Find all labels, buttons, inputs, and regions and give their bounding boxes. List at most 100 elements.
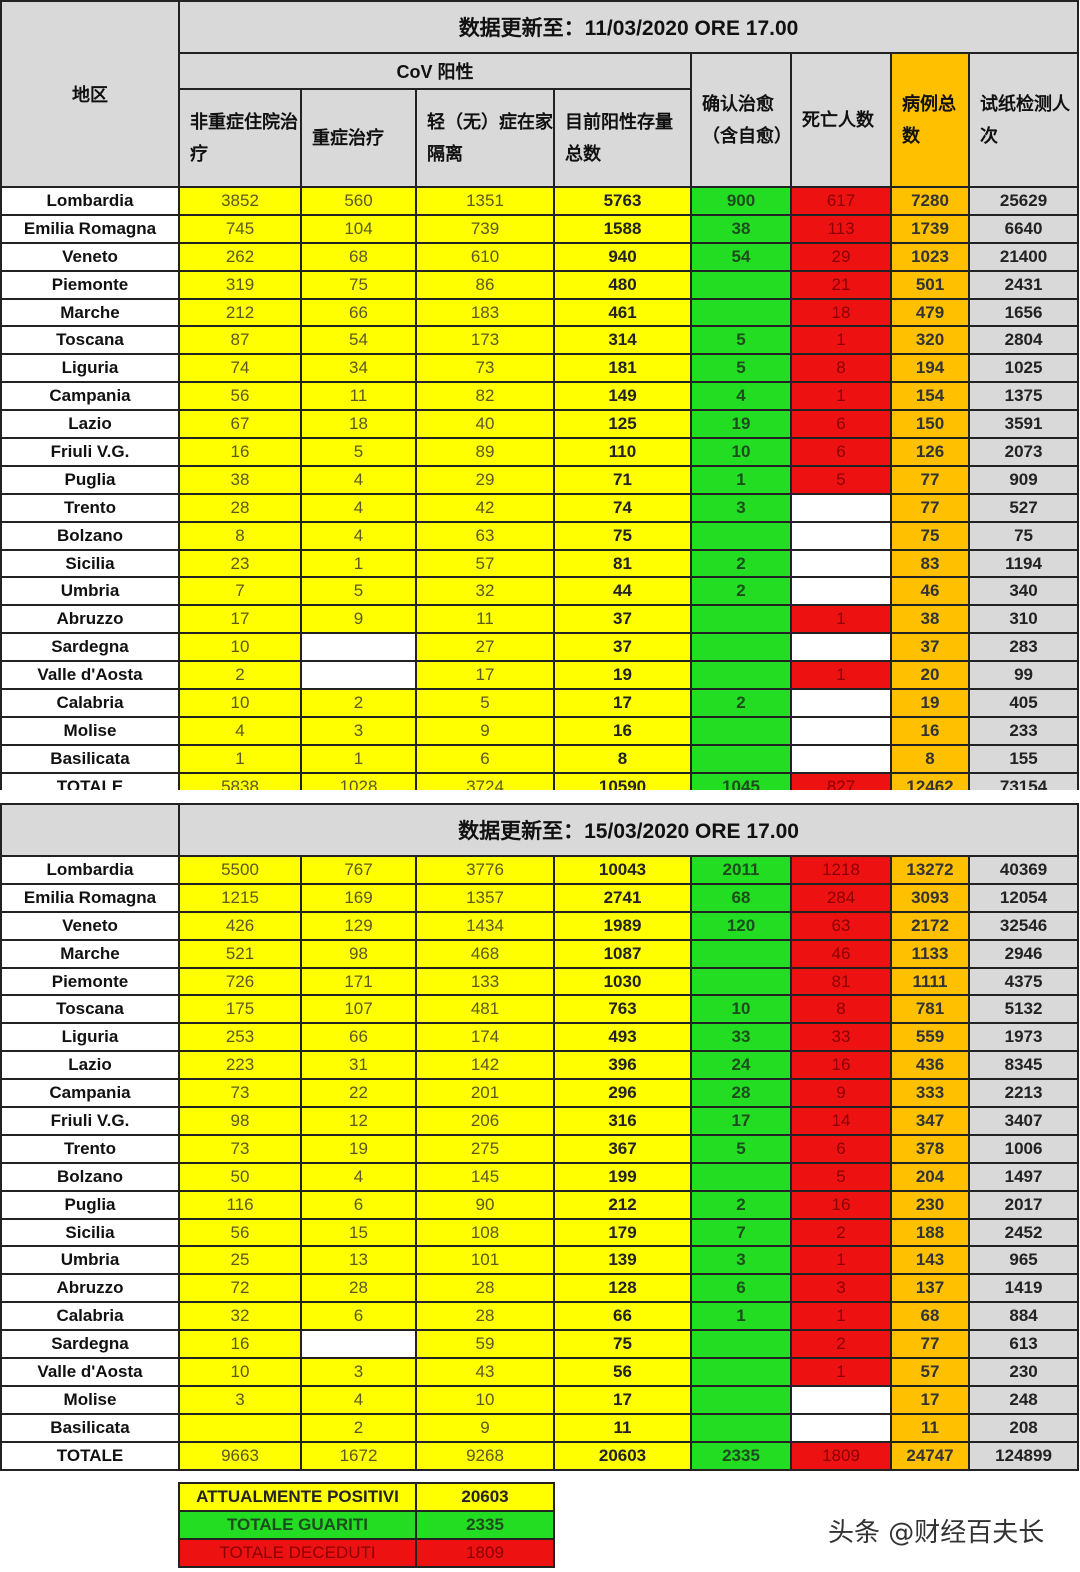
cell-current-positive: 396 (553, 1050, 692, 1081)
cell-intensive-care: 129 (300, 910, 417, 941)
table-row: Umbria 7 5 32 44 2 46 340 (0, 576, 1080, 607)
cell-tests: 1025 (967, 353, 1080, 384)
cell-recovered (690, 715, 792, 746)
cell-tests: 613 (967, 1329, 1080, 1360)
cell-deaths: 8 (790, 353, 892, 384)
cell-intensive-care: 1672 (300, 1440, 417, 1471)
cell-deaths: 3 (790, 1273, 892, 1304)
cell-recovered: 1 (690, 1301, 792, 1332)
cell-recovered: 5 (690, 1133, 792, 1164)
cell-tests: 75 (967, 520, 1080, 551)
cell-tests: 124899 (967, 1440, 1080, 1471)
cell-deaths: 14 (790, 1106, 892, 1136)
cell-intensive-care: 11 (300, 381, 417, 412)
cell-region: Liguria (0, 353, 180, 384)
cell-total-cases: 1023 (890, 241, 970, 272)
summary-label: TOTALE GUARITI (178, 1510, 417, 1540)
cell-current-positive: 16 (553, 715, 692, 746)
cell-region: Emilia Romagna (0, 882, 180, 913)
table-row: Calabria 32 6 28 66 1 1 68 884 (0, 1301, 1080, 1332)
cell-region: Veneto (0, 910, 180, 941)
cell-deaths: 16 (790, 1189, 892, 1220)
cell-intensive-care: 98 (300, 938, 417, 969)
cell-total-cases: 57 (890, 1357, 970, 1387)
cell-total-cases: 68 (890, 1301, 970, 1332)
cell-current-positive: 17 (553, 1384, 692, 1415)
cell-tests: 21400 (967, 241, 1080, 272)
cell-recovered (690, 520, 792, 551)
cell-tests: 965 (967, 1245, 1080, 1276)
cell-tests: 2946 (967, 938, 1080, 969)
cell-region: Lombardia (0, 855, 180, 885)
cell-tests: 73154 (967, 771, 1080, 790)
cell-recovered: 24 (690, 1050, 792, 1081)
table-row: Trento 73 19 275 367 5 6 378 1006 (0, 1133, 1080, 1164)
table-2020-03-15: 数据更新至：15/03/2020 ORE 17.00 Lombardia 5500… (0, 803, 1080, 1473)
cell-region: Veneto (0, 241, 180, 272)
cell-deaths: 46 (790, 938, 892, 969)
cell-total-cases: 1133 (890, 938, 970, 969)
cell-region: Sardegna (0, 632, 180, 663)
cell-region: Lombardia (0, 186, 180, 216)
table-row: Trento 28 4 42 74 3 77 527 (0, 492, 1080, 523)
cell-hospitalized: 73 (178, 1133, 302, 1164)
cell-tests: 1375 (967, 381, 1080, 412)
cell-deaths: 29 (790, 241, 892, 272)
cell-region: TOTALE (0, 771, 180, 790)
table-row: Valle d'Aosta 10 3 43 56 1 57 230 (0, 1357, 1080, 1387)
cell-deaths: 1 (790, 660, 892, 691)
cell-hospitalized: 521 (178, 938, 302, 969)
cell-intensive-care: 3 (300, 1357, 417, 1387)
cell-region: Campania (0, 381, 180, 412)
cell-total-cases: 559 (890, 1022, 970, 1053)
cell-deaths: 2 (790, 1329, 892, 1360)
cell-region: Valle d'Aosta (0, 660, 180, 691)
cell-region: Friuli V.G. (0, 1106, 180, 1136)
cell-current-positive: 763 (553, 994, 692, 1025)
cell-deaths: 5 (790, 1161, 892, 1192)
cell-total-cases: 137 (890, 1273, 970, 1304)
table-row: Abruzzo 17 9 11 37 1 38 310 (0, 604, 1080, 635)
cell-intensive-care: 4 (300, 1384, 417, 1415)
cell-recovered: 120 (690, 910, 792, 941)
cell-current-positive: 11 (553, 1412, 692, 1443)
cell-recovered: 2011 (690, 855, 792, 885)
table-row: Toscana 87 54 173 314 5 1 320 2804 (0, 325, 1080, 356)
cell-recovered: 10 (690, 437, 792, 467)
table-row: Campania 56 11 82 149 4 1 154 1375 (0, 381, 1080, 412)
header-region: 地区 (0, 0, 180, 188)
cell-recovered: 900 (690, 186, 792, 216)
cell-intensive-care: 5 (300, 437, 417, 467)
table-row: Veneto 262 68 610 940 54 29 1023 21400 (0, 241, 1080, 272)
table-row: Lazio 223 31 142 396 24 16 436 8345 (0, 1050, 1080, 1081)
cell-current-positive: 56 (553, 1357, 692, 1387)
cell-hospitalized: 25 (178, 1245, 302, 1276)
cell-tests: 884 (967, 1301, 1080, 1332)
table-row: Basilicata 2 9 11 11 208 (0, 1412, 1080, 1443)
cell-region: Molise (0, 1384, 180, 1415)
total-row: TOTALE 9663 1672 9268 20603 2335 1809 24747 1248… (0, 1440, 1080, 1471)
summary-row-deaths: TOTALE DECEDUTI 1809 (178, 1538, 555, 1568)
cell-recovered (690, 269, 792, 300)
update-title: 数据更新至：15/03/2020 ORE 17.00 (177, 803, 1080, 857)
cell-hospitalized: 17 (178, 604, 302, 635)
cell-total-cases: 12462 (890, 771, 970, 790)
cell-region: Calabria (0, 688, 180, 718)
cell-hospitalized: 56 (178, 381, 302, 412)
cell-intensive-care: 34 (300, 353, 417, 384)
cell-recovered: 10 (690, 994, 792, 1025)
cell-home-isolation: 10 (415, 1384, 555, 1415)
cell-intensive-care: 1 (300, 743, 417, 774)
cell-deaths: 1809 (790, 1440, 892, 1471)
cell-intensive-care: 3 (300, 715, 417, 746)
cell-total-cases: 19 (890, 688, 970, 718)
header-cov-positive: CoV 阳性 (178, 52, 692, 90)
cell-deaths: 63 (790, 910, 892, 941)
cell-hospitalized: 23 (178, 548, 302, 579)
cell-recovered: 3 (690, 1245, 792, 1276)
cell-region: Emilia Romagna (0, 213, 180, 244)
summary-box: ATTUALMENTE POSITIVI 20603 TOTALE GUARIT… (178, 1482, 558, 1572)
cell-recovered: 54 (690, 241, 792, 272)
cell-recovered: 28 (690, 1078, 792, 1109)
total-row: TOTALE 5838 1028 3724 10590 1045 827 12462 73154 (0, 771, 1080, 790)
